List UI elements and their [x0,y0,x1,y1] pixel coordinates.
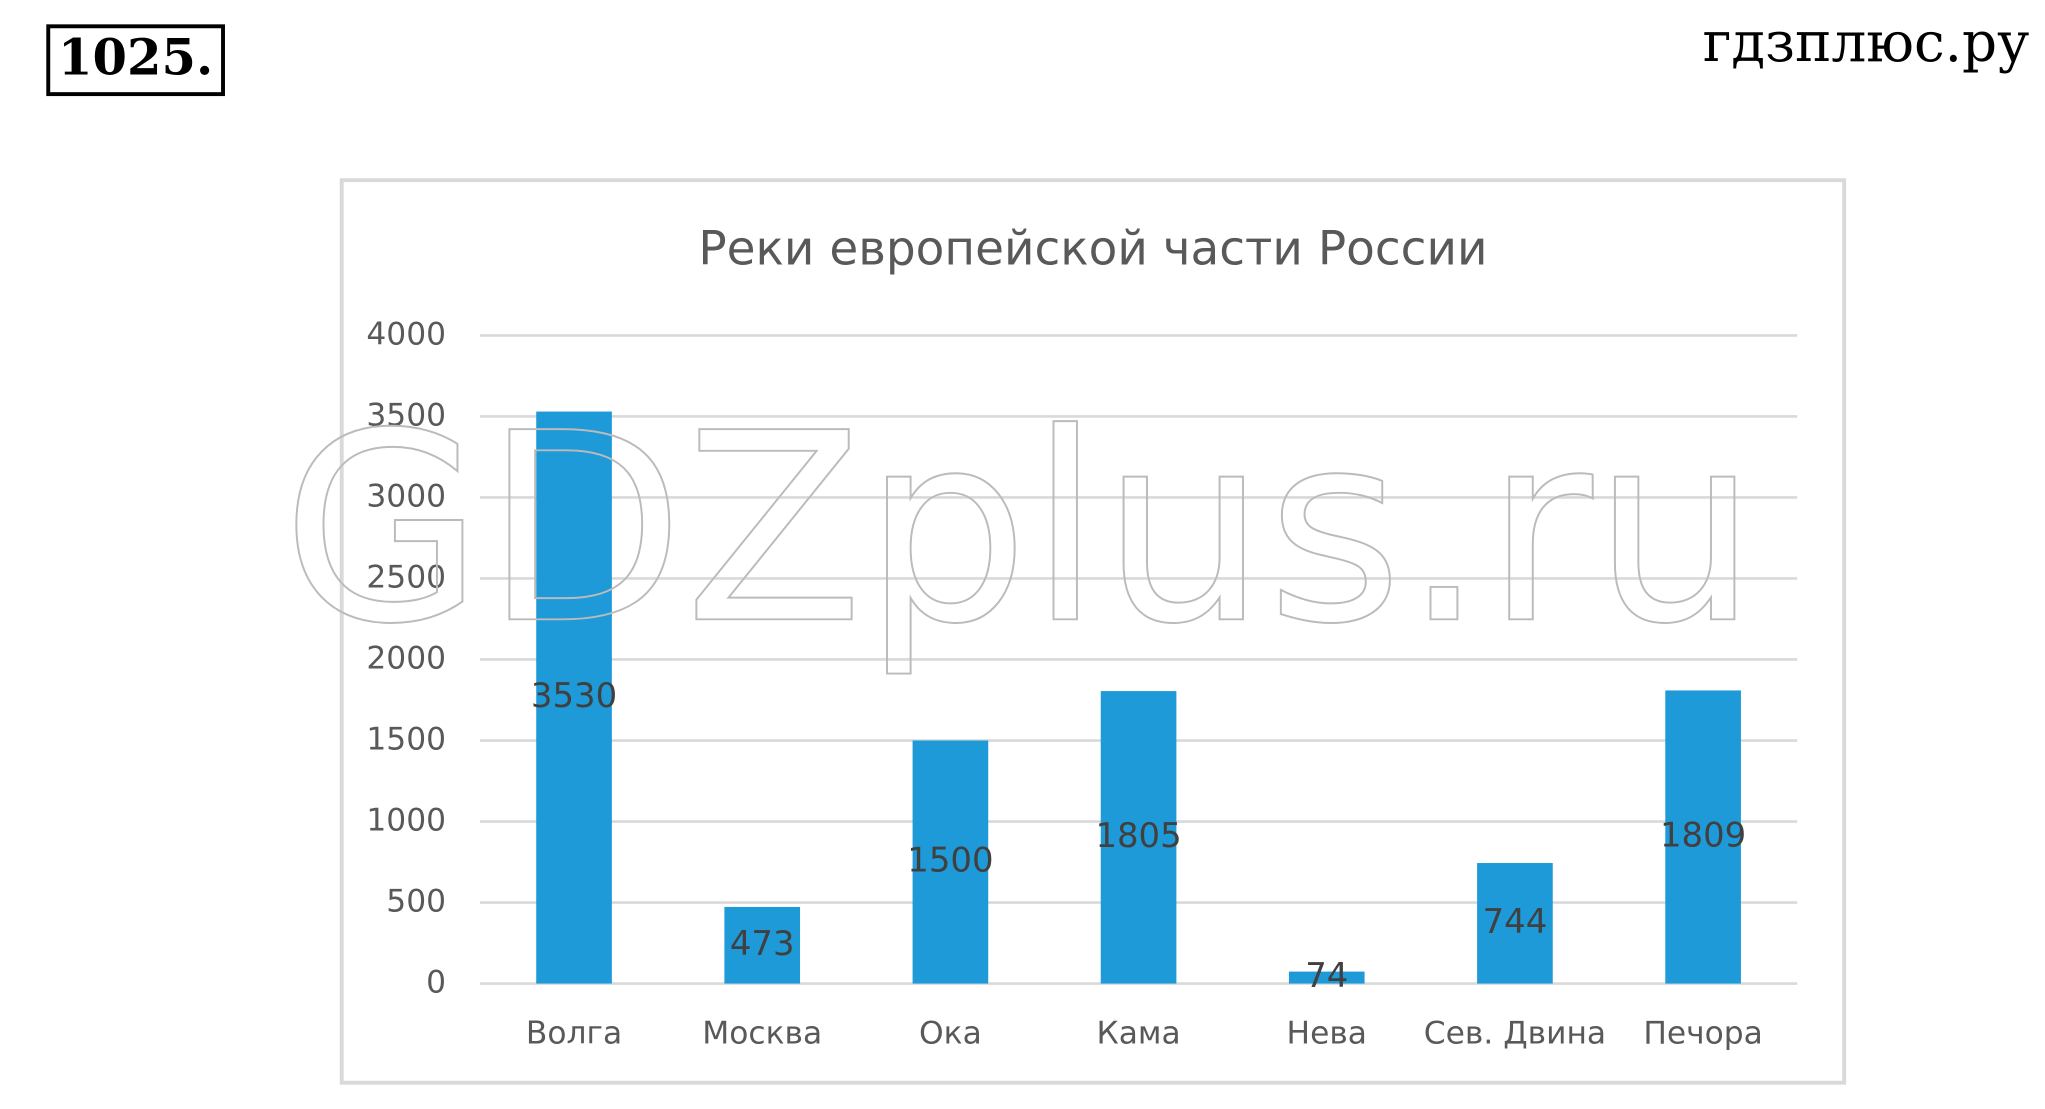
watermark: GDZplus.ru [282,377,1758,681]
data-label: 1500 [907,841,993,880]
y-tick-label: 3000 [366,478,446,514]
data-label: 1805 [1095,816,1181,855]
y-tick-label: 500 [386,884,446,920]
bar [1100,691,1177,984]
plot: 0 500 1000 1500 2000 2500 3000 3500 4000 Волга 353… [366,316,1798,1051]
x-tick-label: Нева [1287,1015,1367,1051]
site-name: гдзплюс.ру [1703,10,2030,74]
y-tick-label: 4000 [366,316,446,352]
x-tick-label: Печора [1643,1015,1762,1051]
bar [912,740,989,984]
bar [536,411,612,984]
data-label: 3530 [531,676,617,715]
y-tick-label: 3500 [366,397,446,433]
problem-number: 1025. [58,28,213,87]
bar [1477,863,1553,984]
x-tick-label: Ока [919,1015,982,1051]
number-box [46,24,225,97]
data-label: 744 [1483,902,1548,941]
bar [1665,690,1741,984]
y-tick-label: 0 [426,965,446,1001]
y-tick-label: 2000 [366,640,446,676]
bar [724,906,801,984]
y-tick-label: 1500 [366,722,446,758]
bar [1288,971,1365,984]
x-tick-label: Волга [526,1015,622,1051]
data-label: 1809 [1660,816,1746,855]
y-tick-label: 2500 [366,559,446,595]
data-label: 473 [730,924,795,963]
y-tick-label: 1000 [366,803,446,839]
chart-title: Реки европейской части России [698,221,1487,276]
x-tick-label: Москва [702,1015,822,1051]
x-tick-label: Сев. Двина [1424,1015,1606,1051]
data-label: 74 [1305,956,1348,995]
x-tick-label: Кама [1096,1015,1180,1051]
